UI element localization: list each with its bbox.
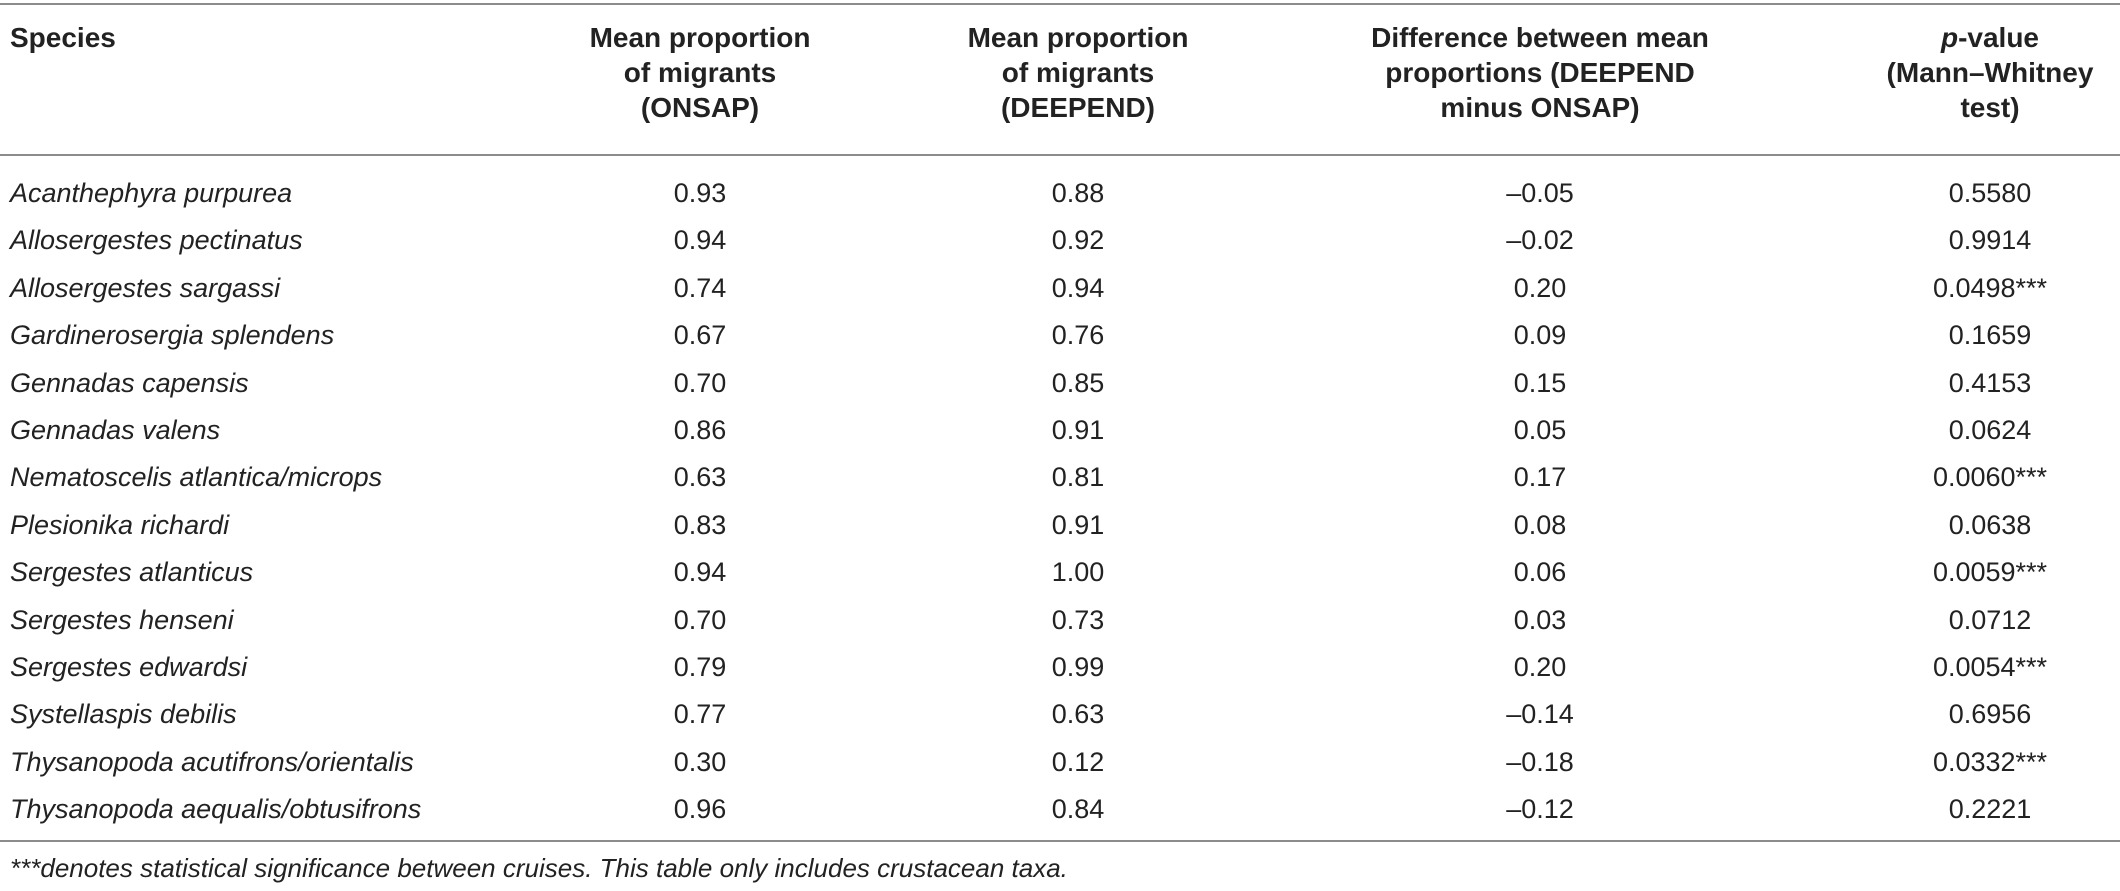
table-row: Gennadas capensis 0.70 0.85 0.15 0.4153 [0,360,2120,407]
table-row: Sergestes edwardsi 0.79 0.99 0.20 0.0054… [0,644,2120,691]
cell-species: Gennadas capensis [10,367,249,398]
cell-onsap: 0.96 [673,794,727,825]
cell-species: Sergestes atlanticus [10,557,254,588]
cell-difference: 0.17 [1513,462,1567,493]
cell-pvalue: 0.9914 [1948,225,2032,256]
cell-deepend: 0.91 [1051,414,1105,445]
cell-deepend: 0.92 [1051,225,1105,256]
cell-difference: –0.12 [1506,794,1574,825]
cell-pvalue: 0.0624 [1948,414,2032,445]
table-row: Allosergestes pectinatus 0.94 0.92 –0.02… [0,217,2120,264]
pvalue-label: -value [1958,22,2040,53]
cell-onsap: 0.83 [673,509,727,540]
header-onsap: Mean proportion of migrants (ONSAP) [589,22,811,123]
cell-deepend: 0.85 [1051,367,1105,398]
table-row: Sergestes henseni 0.70 0.73 0.03 0.0712 [0,597,2120,644]
bottom-rule [0,840,2120,842]
cell-difference: 0.06 [1513,557,1567,588]
header-rule [0,154,2120,156]
table-row: Allosergestes sargassi 0.74 0.94 0.20 0.… [0,265,2120,312]
cell-difference: 0.05 [1513,414,1567,445]
cell-deepend: 0.94 [1051,272,1105,303]
cell-difference: 0.20 [1513,272,1567,303]
cell-pvalue: 0.2221 [1948,794,2032,825]
table-row: Acanthephyra purpurea 0.93 0.88 –0.05 0.… [0,170,2120,217]
cell-onsap: 0.70 [673,604,727,635]
cell-deepend: 0.12 [1051,746,1105,777]
table-row: Sergestes atlanticus 0.94 1.00 0.06 0.00… [0,549,2120,596]
table-row: Thysanopoda acutifrons/orientalis 0.30 0… [0,739,2120,786]
cell-species: Nematoscelis atlantica/microps [10,462,383,493]
cell-onsap: 0.70 [673,367,727,398]
cell-difference: 0.20 [1513,651,1567,682]
table-row: Gennadas valens 0.86 0.91 0.05 0.0624 [0,407,2120,454]
cell-pvalue: 0.0054*** [1932,651,2048,682]
cell-deepend: 0.99 [1051,651,1105,682]
cell-species: Gardinerosergia splendens [10,320,335,351]
cell-difference: 0.08 [1513,509,1567,540]
cell-onsap: 0.30 [673,746,727,777]
table-row: Thysanopoda aequalis/obtusifrons 0.96 0.… [0,786,2120,833]
cell-pvalue: 0.5580 [1948,178,2032,208]
cell-difference: 0.03 [1513,604,1567,635]
cell-pvalue: 0.0498*** [1932,272,2048,303]
cell-species: Sergestes henseni [10,604,234,635]
cell-pvalue: 0.0060*** [1932,462,2048,493]
header-deepend: Mean proportion of migrants (DEEPEND) [967,22,1189,123]
cell-species: Acanthephyra purpurea [10,178,293,208]
cell-difference: –0.14 [1506,699,1574,730]
cell-onsap: 0.77 [673,699,727,730]
cell-onsap: 0.94 [673,225,727,256]
table-row: Systellaspis debilis 0.77 0.63 –0.14 0.6… [0,691,2120,738]
cell-species: Thysanopoda aequalis/obtusifrons [10,794,422,825]
cell-onsap: 0.74 [673,272,727,303]
table-row: Plesionika richardi 0.83 0.91 0.08 0.063… [0,502,2120,549]
cell-pvalue: 0.0332*** [1932,746,2048,777]
cell-difference: –0.05 [1506,178,1574,208]
cell-deepend: 0.91 [1051,509,1105,540]
header-pvalue: p-value (Mann–Whitney test) [1886,22,2094,123]
cell-onsap: 0.86 [673,414,727,445]
cell-pvalue: 0.0059*** [1932,557,2048,588]
cell-deepend: 0.81 [1051,462,1105,493]
cell-deepend: 1.00 [1051,557,1105,588]
cell-pvalue: 0.0712 [1948,604,2032,635]
cell-pvalue: 0.4153 [1948,367,2032,398]
cell-onsap: 0.63 [673,462,727,493]
cell-species: Plesionika richardi [10,509,230,540]
cell-onsap: 0.79 [673,651,727,682]
cell-species: Systellaspis debilis [10,699,237,730]
cell-deepend: 0.88 [1051,178,1105,208]
table-header: Species Mean proportion of migrants (ONS… [0,20,2120,150]
cell-species: Allosergestes sargassi [10,272,281,303]
pvalue-italic-p: p [1940,22,1959,53]
table-row: Nematoscelis atlantica/microps 0.63 0.81… [0,454,2120,501]
cell-species: Sergestes edwardsi [10,651,248,682]
cell-pvalue: 0.0638 [1948,509,2032,540]
table-body: Acanthephyra purpurea 0.93 0.88 –0.05 0.… [0,170,2120,833]
cell-deepend: 0.73 [1051,604,1105,635]
cell-difference: –0.02 [1506,225,1574,256]
top-rule [0,3,2120,5]
cell-onsap: 0.94 [673,557,727,588]
cell-onsap: 0.93 [673,178,727,208]
header-species: Species [10,22,116,53]
table-footnote: ***denotes statistical significance betw… [10,853,1068,883]
cell-difference: 0.09 [1513,320,1567,351]
cell-pvalue: 0.6956 [1948,699,2032,730]
cell-deepend: 0.84 [1051,794,1105,825]
cell-species: Gennadas valens [10,414,221,445]
cell-difference: –0.18 [1506,746,1574,777]
cell-pvalue: 0.1659 [1948,320,2032,351]
cell-difference: 0.15 [1513,367,1567,398]
header-difference: Difference between mean proportions (DEE… [1371,22,1709,123]
cell-onsap: 0.67 [673,320,727,351]
cell-deepend: 0.76 [1051,320,1105,351]
cell-deepend: 0.63 [1051,699,1105,730]
table-row: Gardinerosergia splendens 0.67 0.76 0.09… [0,312,2120,359]
cell-species: Allosergestes pectinatus [10,225,303,256]
cell-species: Thysanopoda acutifrons/orientalis [10,746,414,777]
